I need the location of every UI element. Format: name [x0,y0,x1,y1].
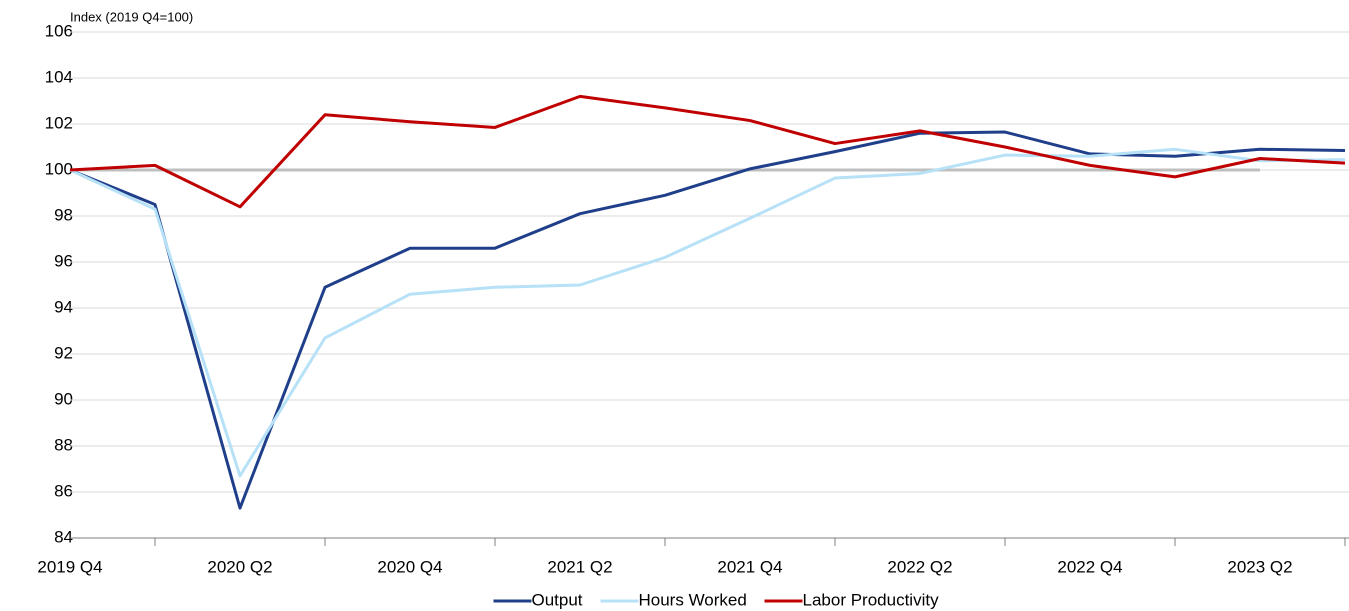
y-tick-label: 106 [45,21,73,40]
legend-label: Output [532,590,583,609]
x-tick-label: 2021 Q2 [547,557,612,576]
y-tick-label: 88 [54,435,73,454]
y-tick-label: 100 [45,159,73,178]
x-tick-label: 2019 Q4 [37,557,102,576]
line-series [69,147,1346,478]
y-tick-label: 90 [54,389,73,408]
legend-label: Labor Productivity [803,590,940,609]
x-tick-label: 2021 Q4 [717,557,782,576]
x-tick-label: 2023 Q2 [1227,557,1292,576]
line-series [69,130,1346,510]
y-tick-label: 96 [54,251,73,270]
legend-label: Hours Worked [639,590,747,609]
y-tick-label: 104 [45,67,73,86]
y-tick-label: 92 [54,343,73,362]
x-tick-label: 2020 Q2 [207,557,272,576]
y-tick-label: 94 [54,297,73,316]
y-tick-label: 84 [54,527,73,546]
y-tick-label: 102 [45,113,73,132]
x-tick-label: 2022 Q2 [887,557,952,576]
y-tick-label: 98 [54,205,73,224]
x-tick-label: 2020 Q4 [377,557,442,576]
x-tick-label: 2022 Q4 [1057,557,1122,576]
y-tick-label: 86 [54,481,73,500]
y-axis-label: Index (2019 Q4=100) [70,9,193,24]
line-series [69,94,1346,209]
